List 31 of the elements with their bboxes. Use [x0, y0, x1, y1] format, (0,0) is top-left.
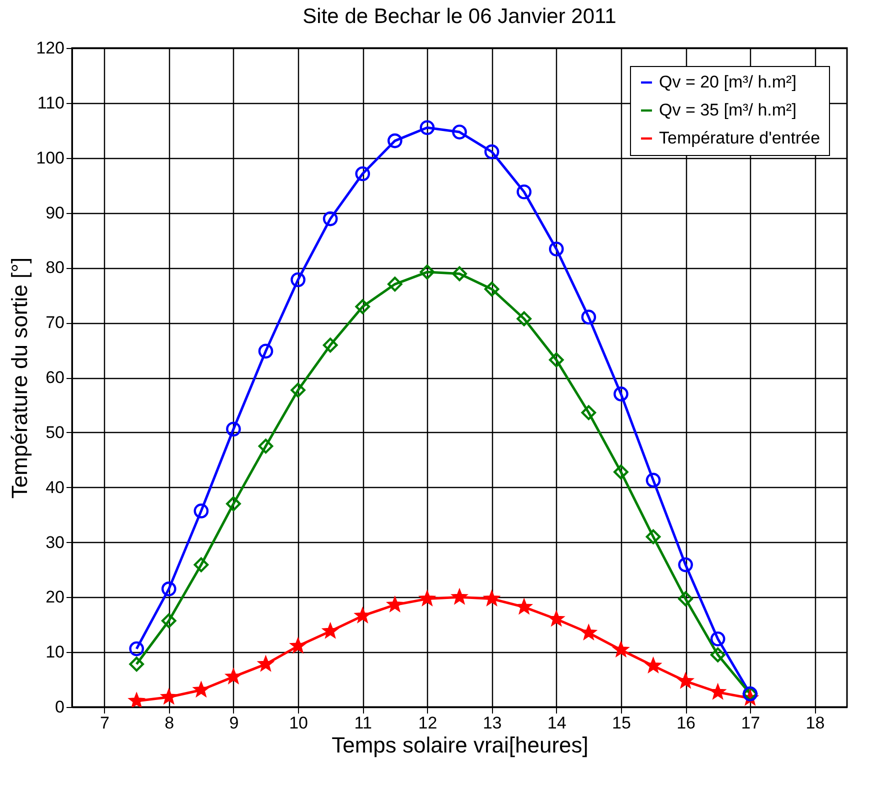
y-tick-label: 100 [36, 148, 64, 168]
y-axis-title: Température du sortie [°] [7, 257, 32, 499]
y-tick-label: 60 [46, 368, 64, 387]
y-tick-label: 30 [46, 532, 64, 552]
x-tick-label: 10 [289, 714, 308, 732]
y-tick-label: 50 [46, 422, 64, 442]
legend-label: Température d'entrée [659, 128, 820, 148]
x-axis-title: Temps solaire vrai[heures] [332, 732, 588, 758]
x-tick-label: 14 [547, 714, 566, 732]
legend-label: Qv = 20 [m³/ h.m²] [659, 72, 796, 92]
x-tick-label: 17 [741, 714, 760, 732]
x-tick-label: 11 [354, 714, 372, 732]
y-tick-label: 10 [46, 642, 64, 662]
y-tick-label: 110 [37, 93, 64, 112]
legend-label: Qv = 35 [m³/ h.m²] [659, 100, 796, 120]
x-tick-label: 15 [612, 714, 631, 732]
x-tick-label: 8 [164, 714, 174, 732]
y-tick-label: 120 [36, 38, 64, 58]
chart-title: Site de Bechar le 06 Janvier 2011 [302, 5, 616, 28]
y-tick-label: 90 [46, 203, 64, 222]
x-tick-label: 16 [676, 714, 696, 732]
x-tick-label: 13 [482, 714, 502, 732]
y-tick-label: 40 [46, 478, 64, 497]
y-tick-label: 80 [46, 258, 64, 278]
y-tick-label: 70 [46, 313, 64, 332]
y-tick-label: 0 [55, 698, 64, 716]
x-tick-label: 9 [229, 714, 239, 732]
x-tick-label: 7 [100, 714, 110, 732]
y-tick-label: 20 [46, 588, 64, 607]
x-tick-label: 12 [418, 714, 438, 732]
x-tick-label: 18 [806, 714, 825, 732]
